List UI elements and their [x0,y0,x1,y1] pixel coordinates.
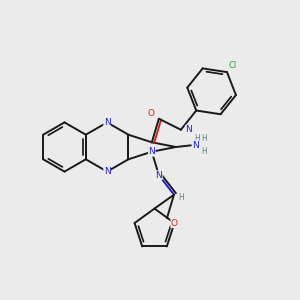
Text: N: N [155,171,162,180]
Text: O: O [148,109,155,118]
Text: N: N [104,118,110,127]
Text: N: N [104,167,110,176]
Text: Cl: Cl [229,61,237,70]
Text: N: N [185,125,192,134]
Text: H: H [194,134,200,142]
Text: H: H [178,193,184,202]
Text: H: H [201,134,207,143]
Text: N: N [148,147,155,156]
Text: H: H [201,148,207,157]
Text: O: O [171,218,178,227]
Text: N: N [192,141,199,150]
